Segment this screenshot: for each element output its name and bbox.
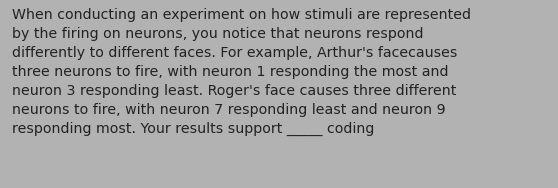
Text: When conducting an experiment on how stimuli are represented
by the firing on ne: When conducting an experiment on how sti… (12, 8, 472, 136)
